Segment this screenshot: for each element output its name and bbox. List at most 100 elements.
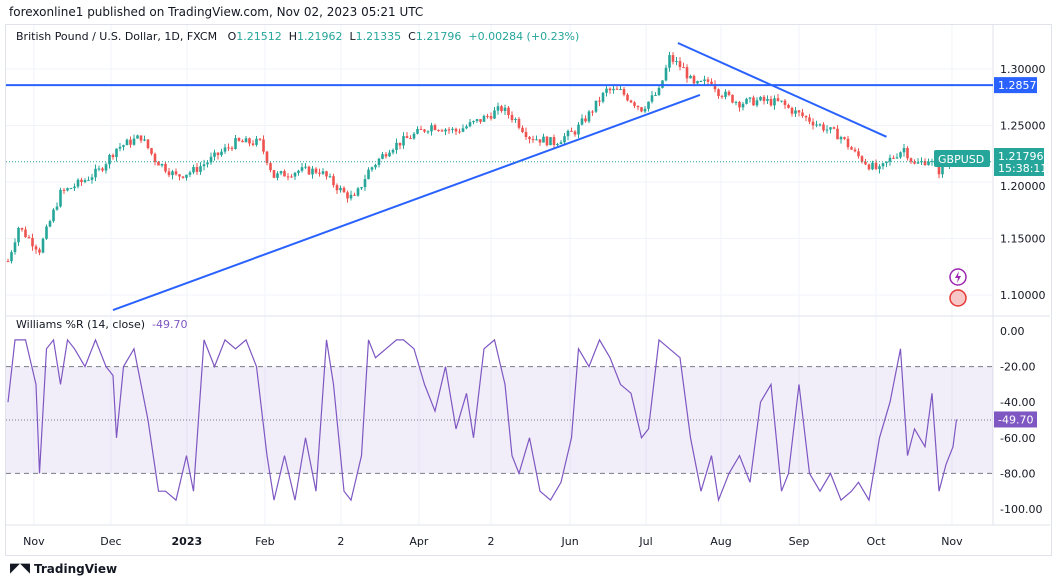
candle-body xyxy=(318,172,321,174)
candle-body xyxy=(815,124,818,126)
lightning-icon-glyph xyxy=(955,271,961,283)
candle-body xyxy=(73,186,76,189)
candle-body xyxy=(780,100,783,102)
candle-body xyxy=(181,176,185,178)
time-tick-label: Feb xyxy=(255,535,274,548)
candle-body xyxy=(713,83,717,90)
candle-body xyxy=(440,130,444,132)
candle-body xyxy=(549,137,552,146)
candle-body xyxy=(622,89,626,95)
candle-body xyxy=(811,121,815,126)
candle-body xyxy=(860,156,864,162)
candle-body xyxy=(895,157,899,159)
candle-body xyxy=(871,162,874,170)
candle-body xyxy=(528,137,531,140)
candle-body xyxy=(517,119,521,128)
candle-body xyxy=(559,142,563,145)
time-tick-label: Apr xyxy=(409,535,429,548)
candle-body xyxy=(241,140,244,143)
candle-body xyxy=(804,116,808,118)
candle-body xyxy=(486,115,489,117)
candle-body xyxy=(640,107,643,112)
last-price-value: 1.21796 xyxy=(998,150,1044,163)
high-value: 1.21962 xyxy=(297,30,343,43)
candle-body xyxy=(573,131,577,135)
candle-body xyxy=(146,139,150,149)
candle-body xyxy=(710,81,713,84)
wr-tick-label: 0.00 xyxy=(1000,325,1025,338)
candle-body xyxy=(199,166,202,172)
candle-body xyxy=(769,99,773,106)
indicator-value: -49.70 xyxy=(152,318,188,331)
candle-body xyxy=(930,161,934,163)
candle-body xyxy=(451,128,454,130)
footer-brand[interactable]: ◤◥ TradingView xyxy=(10,561,117,576)
price-tick-label: 1.10000 xyxy=(1000,289,1046,302)
candle-body xyxy=(6,261,10,263)
symbol-name[interactable]: British Pound / U.S. Dollar, 1D, FXCM xyxy=(16,30,218,43)
candle-body xyxy=(412,133,416,139)
candle-body xyxy=(759,96,762,101)
time-tick-label: 2 xyxy=(488,535,495,548)
candle-body xyxy=(542,136,545,143)
candle-body xyxy=(587,111,591,122)
candle-body xyxy=(619,89,622,91)
candle-body xyxy=(356,188,360,196)
candle-body xyxy=(538,139,542,143)
candle-body xyxy=(731,94,734,103)
price-tick-label: 1.30000 xyxy=(1000,63,1046,76)
candle-body xyxy=(458,131,461,133)
candle-body xyxy=(325,171,328,177)
candle-body xyxy=(283,171,286,177)
candle-body xyxy=(650,95,654,102)
candle-body xyxy=(111,154,115,158)
williams-r-legend[interactable]: Williams %R (14, close) -49.70 xyxy=(16,318,188,331)
candle-body xyxy=(727,91,731,95)
candle-body xyxy=(139,135,143,141)
candle-body xyxy=(97,168,101,170)
candle-body xyxy=(178,174,181,177)
candle-body xyxy=(125,139,129,146)
candle-body xyxy=(717,89,720,97)
candle-body xyxy=(90,177,94,180)
candle-body xyxy=(608,88,612,91)
candle-body xyxy=(314,168,318,173)
trendline xyxy=(112,94,701,311)
candle-body xyxy=(328,176,332,178)
candle-body xyxy=(843,137,846,139)
candle-body xyxy=(52,209,55,222)
candle-body xyxy=(34,246,38,250)
candle-body xyxy=(262,139,265,152)
candle-body xyxy=(878,166,881,170)
candle-body xyxy=(510,114,514,121)
candle-body xyxy=(867,164,871,170)
candle-body xyxy=(20,228,24,230)
candle-body xyxy=(615,88,619,90)
candle-body xyxy=(671,55,675,62)
candle-body xyxy=(227,147,230,149)
candle-body xyxy=(787,105,790,108)
candle-body xyxy=(237,138,241,141)
candle-body xyxy=(531,139,535,141)
candle-body xyxy=(41,238,45,253)
candle-body xyxy=(703,79,706,81)
candle-body xyxy=(682,67,685,69)
candle-body xyxy=(692,75,696,84)
candle-body xyxy=(916,162,920,164)
last-price-tag xyxy=(994,148,1044,176)
candle-body xyxy=(293,172,297,177)
candle-body xyxy=(598,100,601,102)
open-label: O xyxy=(227,30,237,43)
candle-body xyxy=(633,102,636,106)
candle-body xyxy=(444,129,447,132)
candle-body xyxy=(468,122,472,127)
candle-body xyxy=(360,187,363,189)
candle-body xyxy=(13,242,17,253)
candle-body xyxy=(881,163,885,167)
candle-body xyxy=(902,147,906,153)
candle-body xyxy=(923,161,927,166)
candle-body xyxy=(885,161,888,164)
candle-body xyxy=(339,187,342,191)
candle-body xyxy=(83,180,87,183)
